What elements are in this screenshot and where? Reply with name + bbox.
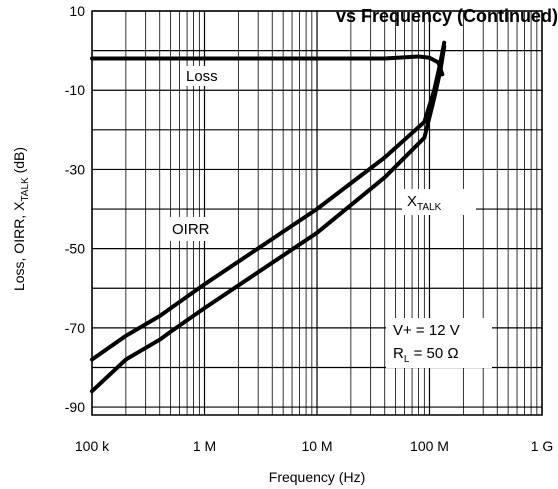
x-tick-labels: 100 k 1 M 10 M 100 M 1 G <box>75 438 553 454</box>
conditions-rl: RL = 50 Ω <box>393 345 459 365</box>
xtalk-label-sub: TALK <box>417 202 442 213</box>
x-tick-label: 10 M <box>301 438 332 454</box>
x-tick-label: 1 G <box>531 438 554 454</box>
conditions-rl-rest: = 50 Ω <box>409 345 458 362</box>
y-axis-label: Loss, OIRR, XTALK (dB) <box>11 147 31 291</box>
y-axis-label-unit: (dB) <box>11 147 27 177</box>
y-tick-labels: 10 -10 -30 -50 -70 -90 <box>65 3 85 415</box>
y-tick-label: -10 <box>65 82 85 98</box>
annotations: Loss OIRR XTALK V+ = 12 V RL = 50 Ω <box>162 66 492 368</box>
y-tick-label: -30 <box>65 161 85 177</box>
conditions-rl-sub: L <box>404 354 410 365</box>
y-axis-label-sub: TALK <box>20 177 31 202</box>
x-tick-label: 100 k <box>75 438 110 454</box>
plot-frame <box>91 10 543 416</box>
y-tick-label: -50 <box>65 241 85 257</box>
xtalk-label-main: X <box>407 193 417 210</box>
y-tick-label: 10 <box>69 3 85 19</box>
plot-frame-rect <box>91 10 543 416</box>
conditions-bg <box>386 318 492 368</box>
series-line-xtalk <box>90 44 447 394</box>
conditions-rl-main: R <box>393 345 404 362</box>
oirr-label-bg <box>162 217 224 241</box>
loss-label-bg <box>180 66 230 86</box>
y-axis-label-main: Loss, OIRR, X <box>11 201 27 291</box>
xtalk-label: XTALK <box>407 193 442 213</box>
y-tick-label: -90 <box>65 399 85 415</box>
conditions-vplus: V+ = 12 V <box>393 322 460 339</box>
series-lines <box>90 40 447 394</box>
oirr-label: OIRR <box>172 221 210 238</box>
x-tick-label: 100 M <box>410 438 449 454</box>
loss-label: Loss <box>186 68 218 85</box>
series-line-loss <box>90 54 445 77</box>
xtalk-label-bg <box>402 189 476 215</box>
x-tick-label: 1 M <box>193 438 216 454</box>
x-axis-label: Frequency (Hz) <box>269 469 365 485</box>
y-tick-label: -70 <box>65 320 85 336</box>
